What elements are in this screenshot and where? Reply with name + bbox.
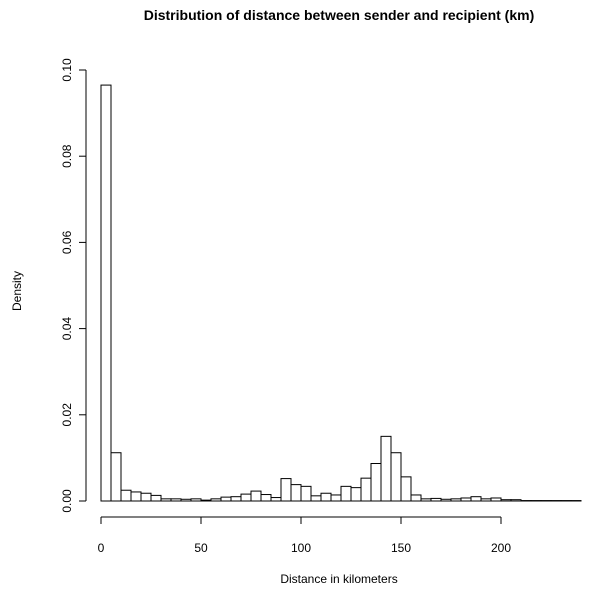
- histogram-bar: [400, 476, 412, 502]
- y-axis: 0.00 0.02 0.04 0.06 0.08 0.10: [60, 58, 87, 513]
- histogram-bars: [100, 84, 582, 502]
- histogram-bar: [160, 498, 172, 502]
- x-tick-label: 150: [391, 541, 411, 555]
- histogram-bar: [350, 487, 362, 502]
- x-tick-label: 0: [98, 541, 105, 555]
- chart-title: Distribution of distance between sender …: [144, 7, 535, 23]
- x-tick-label: 100: [291, 541, 311, 555]
- histogram-bar: [100, 84, 112, 502]
- histogram-bar: [500, 499, 512, 502]
- x-tick-label: 50: [194, 541, 208, 555]
- histogram-bar: [130, 491, 142, 502]
- y-tick-label: 0.02: [60, 403, 74, 427]
- histogram-bar: [240, 493, 252, 502]
- histogram-bar: [330, 494, 342, 502]
- histogram-bar: [110, 452, 122, 502]
- histogram-bar: [170, 498, 182, 502]
- histogram-bar: [260, 494, 272, 502]
- histogram-bar: [120, 489, 132, 502]
- histogram-bar: [340, 485, 352, 502]
- histogram-bar: [220, 496, 232, 502]
- histogram-bar: [290, 484, 302, 502]
- histogram-bar: [450, 498, 462, 502]
- x-tick-label: 200: [491, 541, 511, 555]
- histogram-bar: [380, 435, 392, 502]
- histogram-bar: [310, 495, 322, 502]
- histogram-bar: [490, 497, 502, 502]
- histogram-bar: [470, 496, 482, 502]
- histogram-bar: [370, 463, 382, 502]
- histogram-bar: [410, 494, 422, 502]
- histogram-bar: [360, 477, 372, 502]
- y-tick-label: 0.06: [60, 230, 74, 254]
- histogram-bar: [460, 497, 472, 502]
- y-axis-label: Density: [10, 271, 24, 311]
- histogram-bar: [430, 497, 442, 502]
- histogram-bar: [320, 492, 332, 502]
- histogram-bar: [150, 494, 162, 502]
- histogram-bar: [270, 497, 282, 502]
- histogram-bar: [200, 499, 212, 502]
- y-tick-label: 0.08: [60, 144, 74, 168]
- histogram-bar: [480, 498, 492, 502]
- histogram-bar: [390, 452, 402, 502]
- histogram-bar: [140, 492, 152, 502]
- y-tick-label: 0.00: [60, 489, 74, 513]
- y-tick-label: 0.04: [60, 317, 74, 341]
- histogram-bar: [250, 490, 262, 502]
- histogram-bar: [230, 496, 242, 502]
- x-axis-label: Distance in kilometers: [280, 572, 397, 586]
- histogram-bar: [180, 498, 192, 502]
- histogram-bar: [440, 498, 452, 502]
- histogram-bar: [280, 478, 292, 502]
- histogram-bar: [510, 499, 522, 502]
- histogram-bar: [420, 498, 432, 502]
- histogram-bar: [210, 498, 222, 502]
- histogram-bar: [190, 498, 202, 502]
- x-axis: 0 50 100 150 200: [98, 516, 511, 555]
- y-tick-label: 0.10: [60, 58, 74, 82]
- histogram-bar: [300, 485, 312, 502]
